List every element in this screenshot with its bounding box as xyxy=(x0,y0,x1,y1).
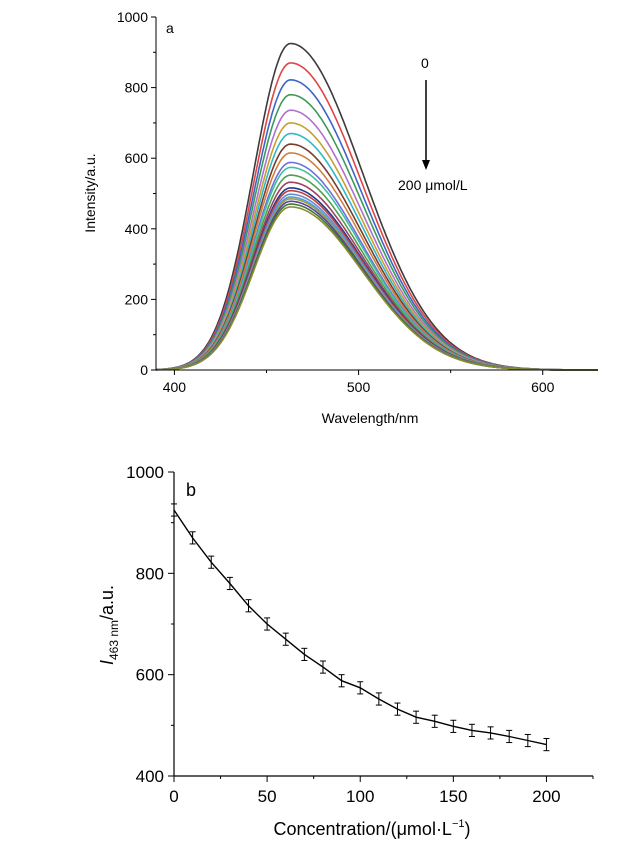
y-tick-label-a: 1000 xyxy=(117,9,148,25)
quenching-axes: 400 600 800 1000 0 50 100 150 200 xyxy=(126,463,594,806)
y-tick-label-a: 400 xyxy=(125,221,149,237)
y-tick-label-a: 600 xyxy=(125,150,149,166)
y-axis-title-b-tail: /a.u. xyxy=(97,585,117,620)
x-tick-label-a: 400 xyxy=(163,379,187,395)
quenching-chart: 400 600 800 1000 0 50 100 150 200 b Concentratio… xyxy=(97,463,594,839)
y-tick-label-a: 200 xyxy=(125,291,149,307)
spectra-chart: 0 200 400 600 800 1000 400 500 600 a 0 200 μmol/… xyxy=(82,9,598,426)
y-tick-label-a: 800 xyxy=(125,80,149,96)
y-axis-title-b: I463 nm/a.u. xyxy=(97,585,121,665)
annotation-arrowhead xyxy=(422,160,430,170)
spectrum-curve-200 xyxy=(155,206,598,371)
x-tick-label-b: 150 xyxy=(439,787,467,806)
spectra-curves xyxy=(155,42,598,371)
panel-label-b: b xyxy=(186,480,196,500)
x-axis-title-a: Wavelength/nm xyxy=(322,410,419,426)
annotation-bottom: 200 μmol/L xyxy=(398,177,468,193)
x-tick-label-a: 600 xyxy=(531,379,555,395)
y-axis-title-b-main: I xyxy=(97,660,117,665)
y-tick-label-b: 400 xyxy=(136,767,164,786)
x-tick-label-b: 100 xyxy=(346,787,374,806)
y-axis-title-a: Intensity/a.u. xyxy=(82,153,98,232)
y-tick-label-a: 0 xyxy=(140,362,148,378)
quenching-line xyxy=(173,509,547,746)
spectra-axes: 0 200 400 600 800 1000 400 500 600 xyxy=(117,9,598,395)
x-axis-title-b-tail: ) xyxy=(465,819,471,839)
x-tick-label-a: 500 xyxy=(347,379,371,395)
x-tick-label-b: 0 xyxy=(169,787,178,806)
panel-label-a: a xyxy=(166,20,174,36)
y-tick-label-b: 600 xyxy=(136,666,164,685)
y-tick-label-b: 800 xyxy=(136,564,164,583)
annotation-top: 0 xyxy=(421,55,429,71)
x-axis-title-b: Concentration/(μmol·L−1) xyxy=(274,818,471,839)
quenching-series xyxy=(171,503,550,752)
y-tick-label-b: 1000 xyxy=(126,463,164,482)
x-axis-title-b-sup: −1 xyxy=(452,818,465,830)
x-tick-label-b: 50 xyxy=(258,787,277,806)
y-axis-title-b-sub: 463 nm xyxy=(107,620,121,660)
x-axis-title-b-main: Concentration/(μmol·L xyxy=(274,819,452,839)
x-tick-label-b: 200 xyxy=(532,787,560,806)
